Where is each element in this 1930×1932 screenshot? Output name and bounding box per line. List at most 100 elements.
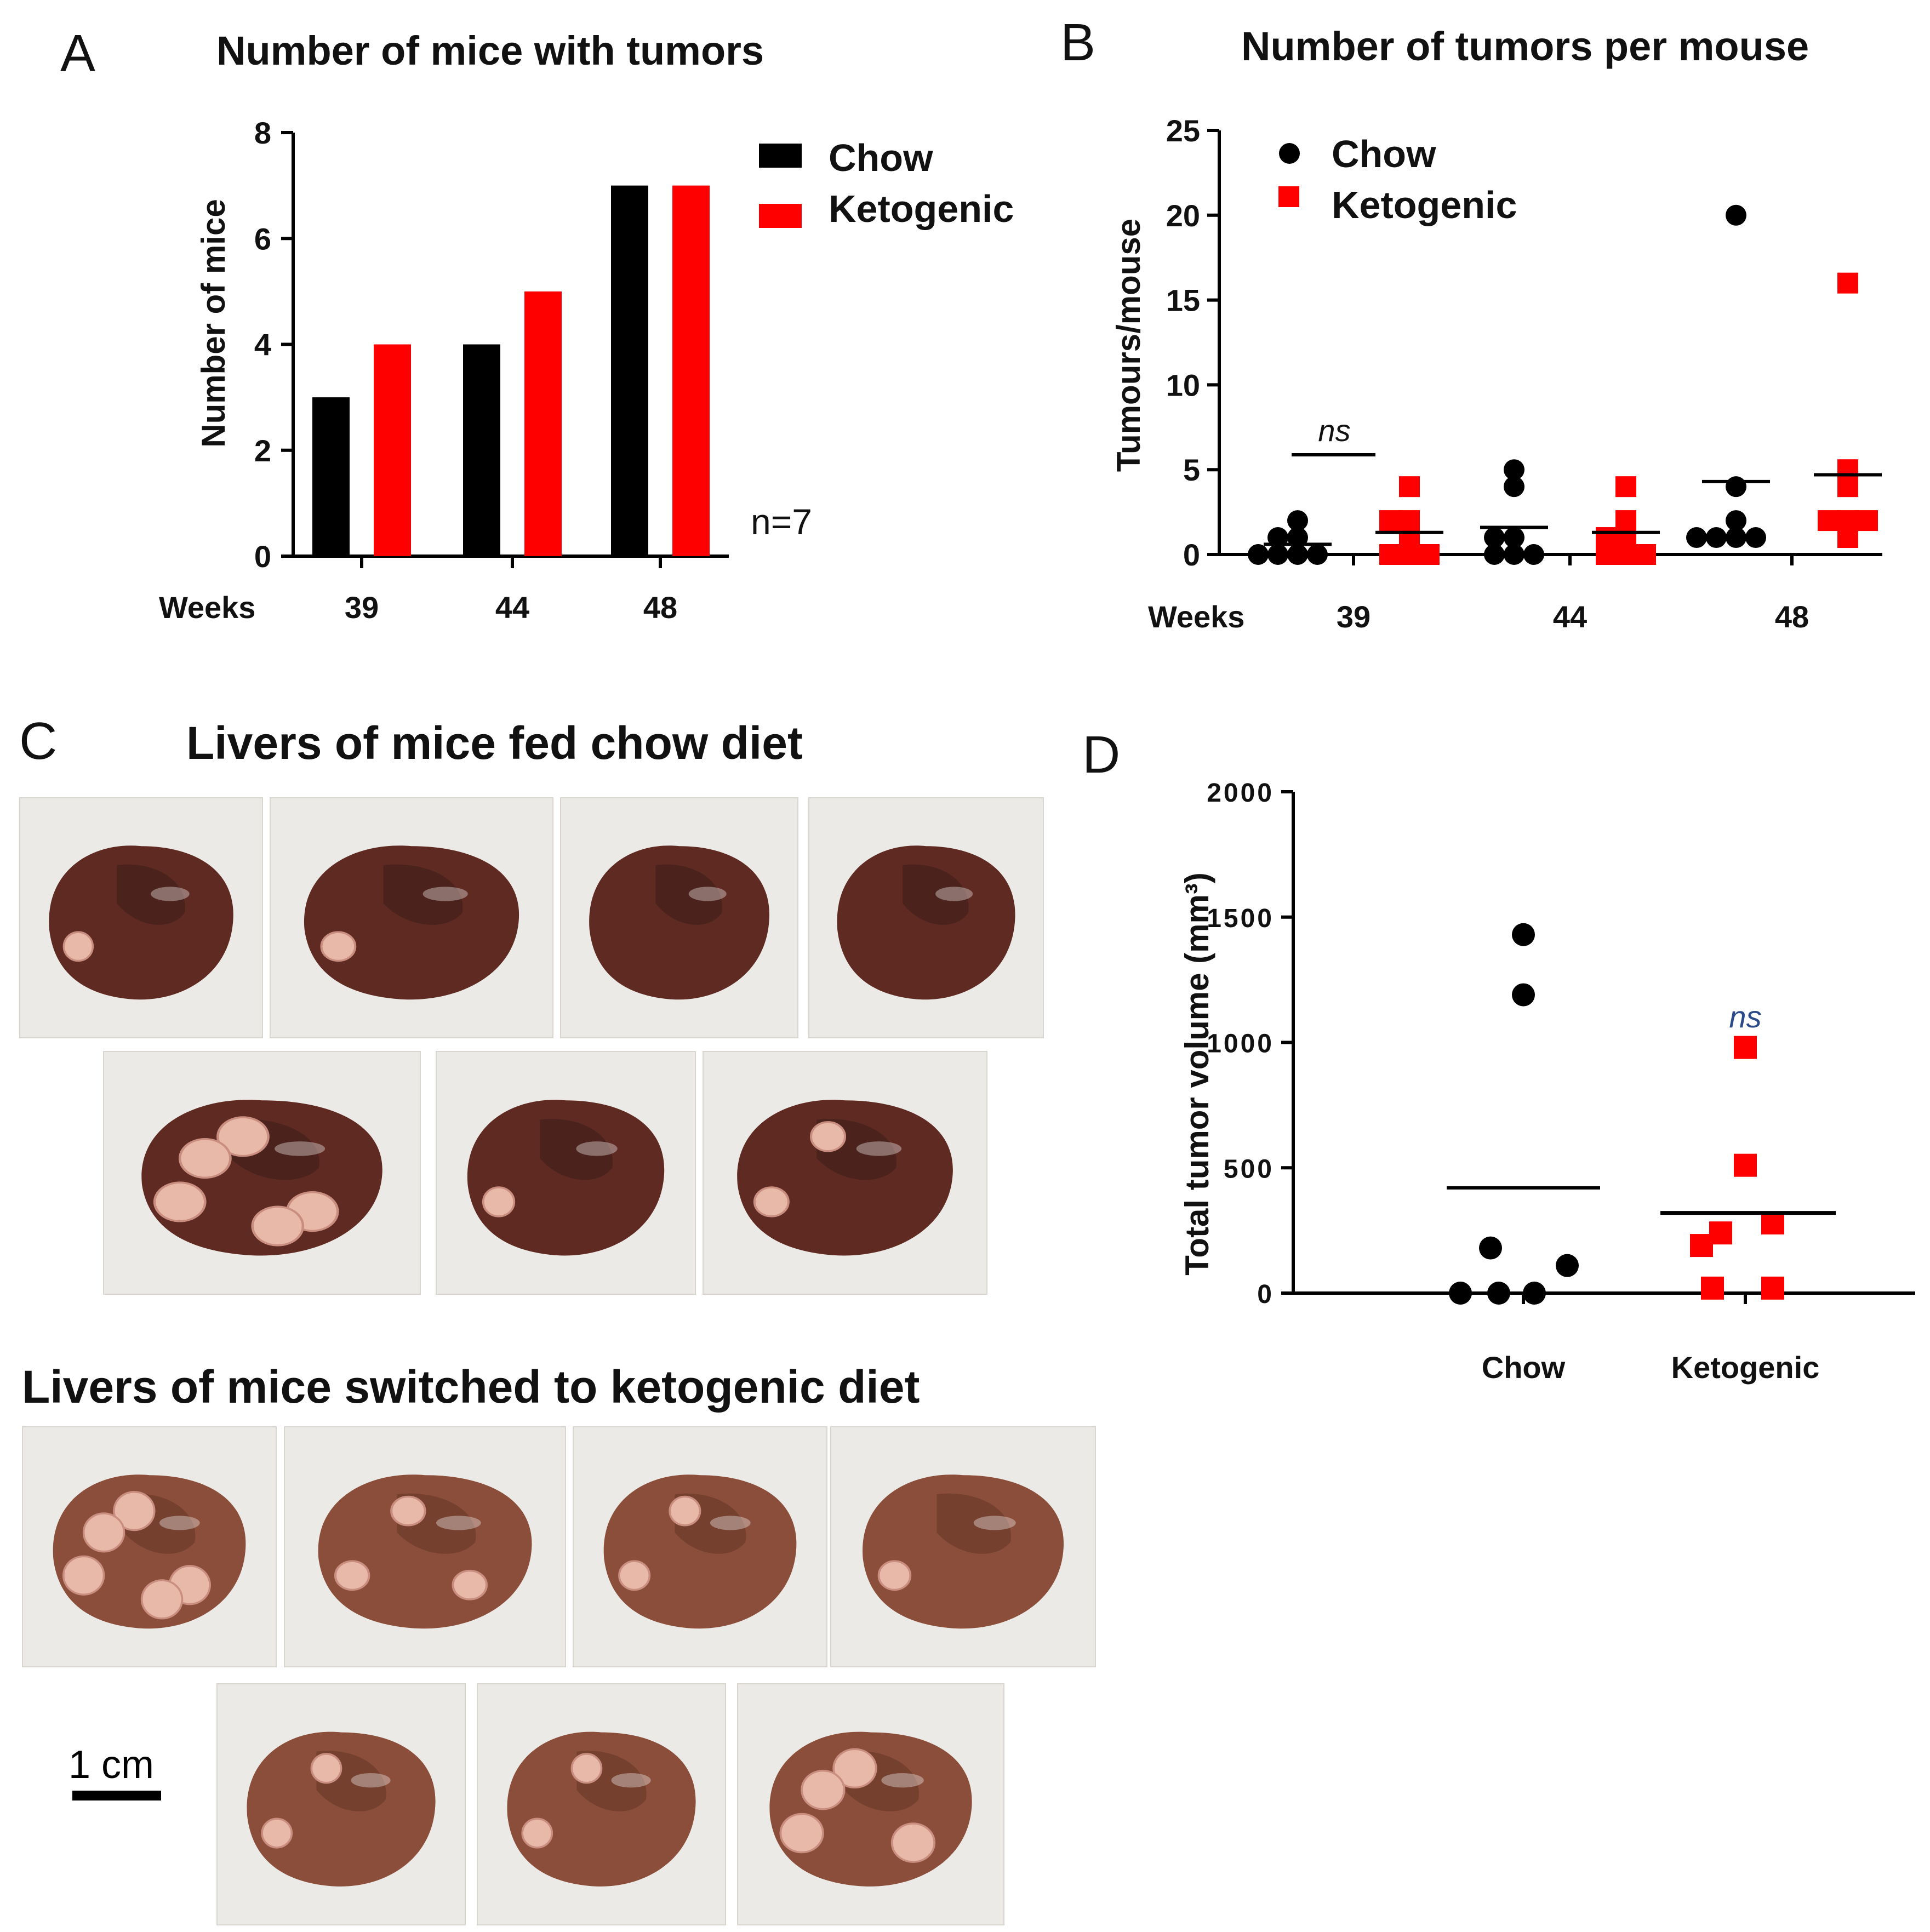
chow-point bbox=[1287, 510, 1308, 531]
tumor-nodule-icon bbox=[890, 1822, 936, 1863]
scale-bar-label: 1 cm bbox=[68, 1743, 154, 1787]
liver-highlight-icon bbox=[576, 1141, 618, 1156]
liver-highlight-icon bbox=[856, 1141, 902, 1156]
keto-liver-1-photo bbox=[22, 1426, 277, 1667]
chow-volume-point bbox=[1479, 1236, 1502, 1260]
chow-point bbox=[1504, 459, 1524, 481]
chart-d-ytick-label: 500 bbox=[1224, 1154, 1274, 1184]
tumor-nodule-icon bbox=[521, 1817, 553, 1849]
liver-lobe-shadow-icon bbox=[383, 864, 463, 925]
chow-point bbox=[1726, 510, 1746, 531]
keto-liver-7-photo bbox=[737, 1683, 1004, 1925]
ketogenic-volume-point bbox=[1734, 1036, 1757, 1059]
liver-highlight-icon bbox=[422, 887, 468, 901]
chow-point bbox=[1504, 476, 1524, 498]
chow-point bbox=[1686, 527, 1707, 548]
chow-point bbox=[1504, 544, 1524, 565]
ketogenic-point bbox=[1379, 510, 1400, 531]
chow-volume-point bbox=[1449, 1282, 1472, 1305]
panel-c-letter: C bbox=[19, 712, 57, 770]
chart-d-ns-label: ns bbox=[1729, 999, 1761, 1034]
liver-lobe-icon bbox=[467, 1100, 665, 1256]
chow-point bbox=[1726, 204, 1746, 226]
keto-liver-3-photo bbox=[573, 1426, 827, 1667]
liver-lobe-icon bbox=[737, 1100, 953, 1256]
chart-b-ylabel: Tumours/mouse bbox=[1110, 219, 1147, 472]
chow-point bbox=[1307, 544, 1328, 565]
bar-ketogenic-39 bbox=[374, 344, 411, 556]
chart-b-ytick-label: 15 bbox=[1166, 283, 1200, 318]
panel-c-keto-title: Livers of mice switched to ketogenic die… bbox=[22, 1361, 920, 1413]
chart-d-ytick-label: 1500 bbox=[1207, 904, 1274, 933]
liver-highlight-icon bbox=[351, 1773, 391, 1788]
tumor-nodule-icon bbox=[801, 1769, 846, 1810]
legend-b-ketogenic-label: Ketogenic bbox=[1332, 184, 1517, 226]
liver-lobe-shadow-icon bbox=[117, 864, 185, 925]
panel-c: C Livers of mice fed chow diet Livers of… bbox=[19, 712, 920, 1800]
ketogenic-volume-point bbox=[1761, 1276, 1784, 1300]
chart-b-ytick-label: 0 bbox=[1183, 538, 1200, 572]
chow-liver-7-photo bbox=[703, 1051, 987, 1295]
chow-liver-7-illustration bbox=[737, 1100, 953, 1256]
liver-lobe-icon bbox=[837, 845, 1015, 1000]
liver-lobe-shadow-icon bbox=[903, 864, 969, 925]
tumor-nodule-icon bbox=[140, 1579, 184, 1620]
tumor-nodule-icon bbox=[334, 1560, 370, 1591]
chow-point bbox=[1267, 544, 1288, 565]
chart-d-xtick-label: Chow bbox=[1482, 1350, 1566, 1385]
ketogenic-point bbox=[1615, 510, 1636, 531]
chow-liver-5-illustration bbox=[141, 1100, 382, 1256]
liver-lobe-shadow-icon bbox=[655, 864, 722, 925]
chart-a-ylabel: Number of mice bbox=[195, 199, 232, 447]
liver-highlight-icon bbox=[973, 1516, 1016, 1530]
chart-d-ylabel: Total tumor volume (mm³) bbox=[1179, 872, 1215, 1276]
ketogenic-point bbox=[1857, 510, 1878, 531]
chow-liver-4-photo bbox=[808, 797, 1044, 1038]
liver-lobe-icon bbox=[247, 1731, 436, 1887]
chart-d-ytick-label: 2000 bbox=[1207, 779, 1274, 808]
chart-a-ytick-label: 4 bbox=[254, 328, 271, 362]
keto-liver-5-photo bbox=[216, 1683, 466, 1925]
keto-liver-2-illustration bbox=[318, 1474, 532, 1629]
chart-a-xtick-label: 48 bbox=[643, 590, 677, 625]
chart-b-weeks-label: Weeks bbox=[1148, 599, 1244, 634]
ketogenic-point bbox=[1837, 510, 1858, 531]
tumor-nodule-icon bbox=[178, 1138, 232, 1179]
chow-liver-2-illustration bbox=[304, 845, 519, 1000]
tumor-nodule-icon bbox=[390, 1495, 426, 1527]
tumor-nodule-icon bbox=[669, 1495, 701, 1527]
tumor-nodule-icon bbox=[753, 1186, 790, 1217]
liver-lobe-icon bbox=[603, 1474, 797, 1629]
panel-d-letter: D bbox=[1082, 725, 1120, 784]
ketogenic-point bbox=[1615, 476, 1636, 498]
ketogenic-point bbox=[1596, 527, 1617, 548]
chart-b-ns-label: ns bbox=[1318, 413, 1350, 448]
scale-bar bbox=[72, 1791, 161, 1800]
chow-point bbox=[1706, 527, 1727, 548]
bar-chow-48 bbox=[611, 185, 648, 556]
tumor-nodule-icon bbox=[216, 1116, 270, 1157]
chow-point bbox=[1523, 544, 1544, 565]
keto-liver-1-illustration bbox=[53, 1474, 246, 1629]
ketogenic-point bbox=[1379, 544, 1400, 565]
ketogenic-volume-point bbox=[1761, 1211, 1784, 1234]
chow-point bbox=[1726, 476, 1746, 498]
chow-liver-6-illustration bbox=[467, 1100, 665, 1256]
chow-point bbox=[1287, 544, 1308, 565]
chow-liver-5-photo bbox=[103, 1051, 421, 1295]
ketogenic-point bbox=[1419, 544, 1440, 565]
liver-highlight-icon bbox=[611, 1773, 651, 1788]
liver-highlight-icon bbox=[436, 1516, 481, 1530]
keto-liver-2-photo bbox=[284, 1426, 566, 1667]
chow-point bbox=[1484, 527, 1505, 548]
legend-ketogenic-label: Ketogenic bbox=[829, 187, 1014, 230]
keto-liver-4-illustration bbox=[863, 1474, 1064, 1629]
liver-highlight-icon bbox=[881, 1773, 924, 1788]
tumor-nodule-icon bbox=[618, 1560, 651, 1591]
bar-chow-44 bbox=[463, 344, 500, 556]
chart-b-ytick-label: 20 bbox=[1166, 198, 1200, 233]
chow-volume-point bbox=[1512, 923, 1535, 946]
liver-lobe-icon bbox=[589, 845, 769, 1000]
legend-ketogenic-swatch bbox=[759, 204, 802, 228]
chart-a-ytick-label: 0 bbox=[254, 539, 271, 574]
